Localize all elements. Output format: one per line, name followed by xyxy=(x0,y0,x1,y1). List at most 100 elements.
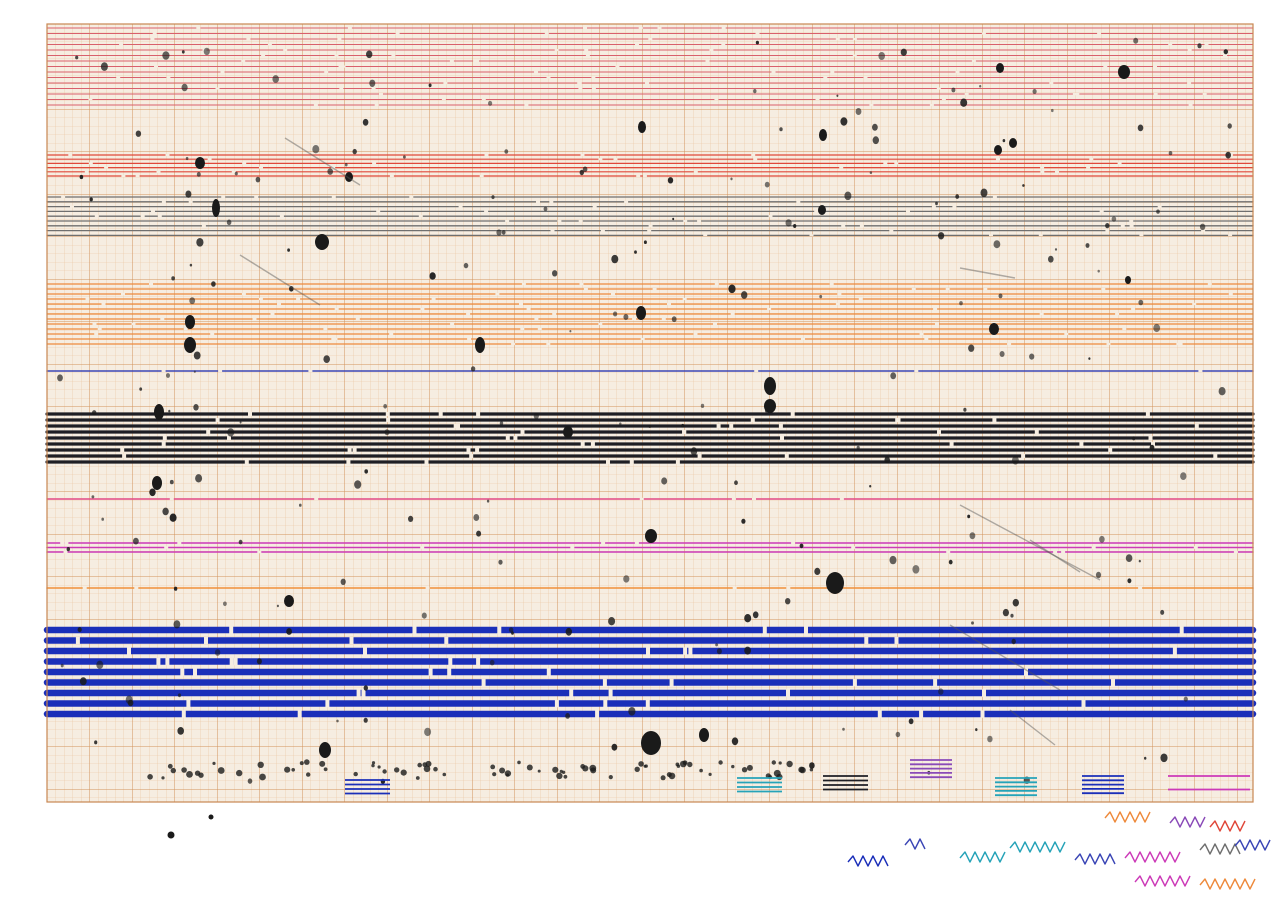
ink-dot xyxy=(814,567,821,576)
ink-dot xyxy=(826,572,844,594)
band-gap xyxy=(624,200,629,203)
band-gap xyxy=(554,699,559,708)
band-gap xyxy=(1131,307,1136,311)
band-gap xyxy=(894,636,899,645)
ink-dot xyxy=(744,614,752,623)
ink-dot xyxy=(746,764,753,771)
ink-dot xyxy=(1168,151,1173,156)
band-gap xyxy=(863,76,868,79)
band-gap xyxy=(952,205,957,208)
band-gap xyxy=(768,215,773,218)
band-gap xyxy=(716,423,721,429)
ink-dot xyxy=(363,685,368,691)
ink-dot xyxy=(1099,535,1105,543)
ink-dot xyxy=(734,480,738,486)
ink-dot xyxy=(193,370,196,373)
band-gap xyxy=(767,307,772,311)
band-gap xyxy=(919,710,924,718)
band-gap xyxy=(570,546,575,549)
band-gap xyxy=(165,153,170,157)
band-gap xyxy=(188,200,193,203)
smudge-line xyxy=(949,624,1061,691)
ink-dot xyxy=(291,768,296,772)
ink-dot xyxy=(504,149,509,154)
band-gap xyxy=(645,82,649,85)
ink-dot xyxy=(236,769,243,777)
ink-dot xyxy=(167,831,175,839)
ink-dot xyxy=(1138,299,1144,306)
band-gap xyxy=(476,411,481,417)
band-gap xyxy=(1192,302,1197,306)
ink-dot xyxy=(730,177,733,181)
ink-dot xyxy=(181,83,188,92)
ink-dot xyxy=(556,772,563,780)
band-gap xyxy=(519,302,523,306)
scribble-8 xyxy=(1169,816,1206,828)
band-gap xyxy=(1139,234,1144,237)
band-gap xyxy=(495,292,500,296)
ink-dot xyxy=(1010,613,1014,618)
band-gap xyxy=(449,60,454,63)
band-gap xyxy=(227,435,231,441)
band-gap xyxy=(221,195,226,199)
band-gap xyxy=(215,87,220,90)
ink-dot xyxy=(1002,139,1006,143)
band-gap xyxy=(980,710,985,718)
band-gap xyxy=(1176,342,1181,346)
ink-dot xyxy=(478,339,484,347)
scribble-7 xyxy=(1104,811,1151,823)
band-gap xyxy=(456,423,460,429)
ink-dot xyxy=(993,240,1001,249)
ink-dot xyxy=(96,660,104,669)
band-gap xyxy=(546,76,551,79)
band-gap xyxy=(729,423,734,429)
band-gap xyxy=(721,43,726,46)
ink-dot xyxy=(100,62,108,71)
ink-dot xyxy=(352,148,357,155)
band-gap xyxy=(481,98,486,101)
band-gap xyxy=(162,435,167,441)
band-gap xyxy=(933,678,938,687)
band-gap xyxy=(675,459,680,465)
ink-dot xyxy=(681,423,685,428)
band-gap xyxy=(648,38,653,41)
band-gap xyxy=(70,205,74,208)
ink-dot xyxy=(764,377,776,395)
band-gap xyxy=(1039,312,1044,316)
band-gap xyxy=(88,98,93,101)
band-gap xyxy=(331,337,336,341)
band-gap xyxy=(632,317,637,321)
band-gap xyxy=(1117,162,1122,165)
ink-dot xyxy=(91,495,95,499)
ink-dot xyxy=(611,743,618,751)
scribble-3 xyxy=(959,851,1006,863)
ink-dot xyxy=(979,84,982,88)
band-gap xyxy=(989,234,993,237)
ink-dot xyxy=(463,262,469,269)
ink-dot xyxy=(565,713,570,719)
ink-dot xyxy=(855,108,862,115)
band-gap xyxy=(116,76,121,79)
band-gap xyxy=(323,327,328,331)
swatch-7 xyxy=(1168,775,1250,791)
ink-dot xyxy=(383,404,388,409)
ink-dot xyxy=(842,727,845,731)
band-gap xyxy=(639,497,644,501)
ink-dot xyxy=(492,772,497,777)
band-gap xyxy=(544,32,549,35)
ink-dot xyxy=(340,578,346,585)
ink-dot xyxy=(212,761,216,766)
band-gap xyxy=(443,82,448,85)
ink-dot xyxy=(589,764,597,772)
ink-dot xyxy=(671,316,677,323)
band-gap xyxy=(931,205,936,208)
band-gap xyxy=(919,332,924,336)
ink-dot xyxy=(661,477,668,485)
band-gap xyxy=(61,195,66,199)
band-gap xyxy=(714,282,719,286)
band-gap xyxy=(513,435,518,441)
line-band-4 xyxy=(46,282,1254,346)
band-gap xyxy=(755,32,760,35)
band-gap xyxy=(992,195,997,199)
ink-dot xyxy=(424,727,432,737)
